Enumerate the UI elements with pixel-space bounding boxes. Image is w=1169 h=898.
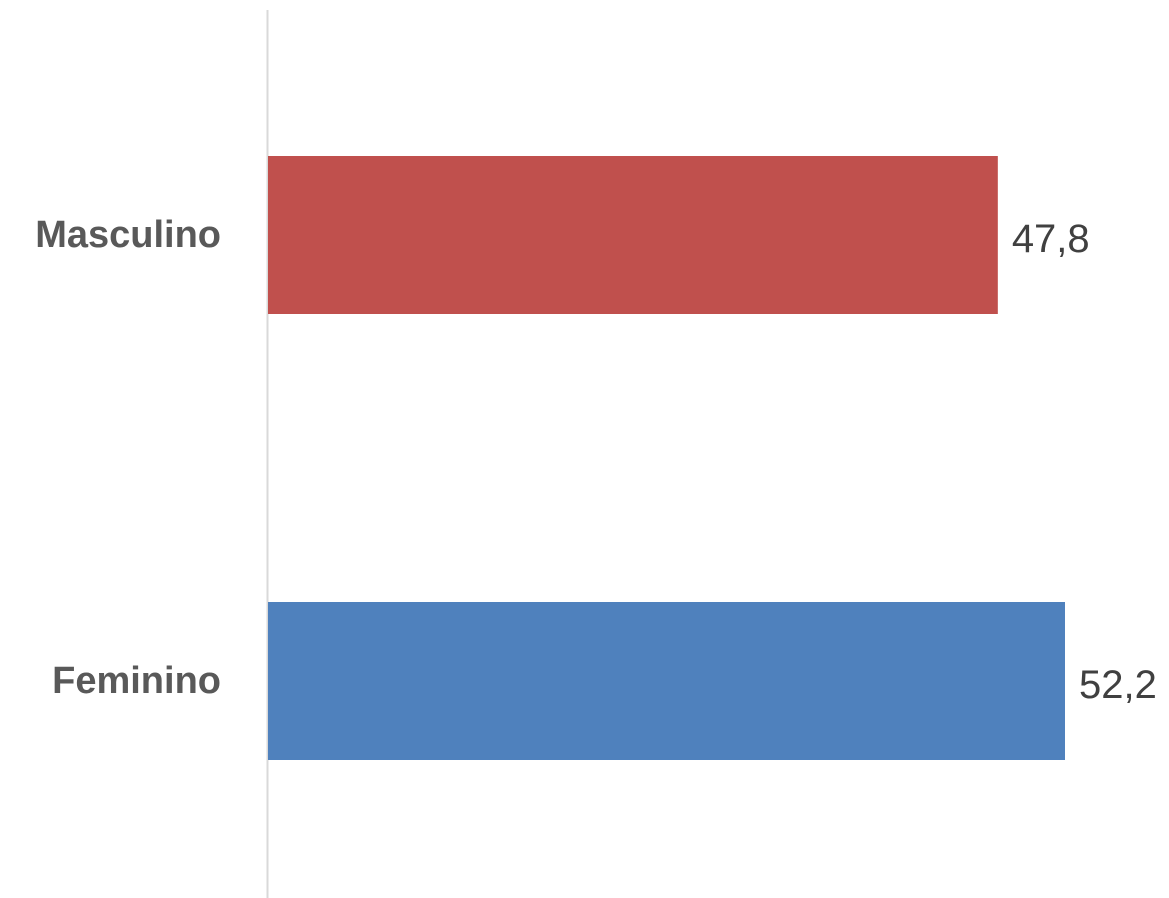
- data-label-feminino: 52,2: [1079, 663, 1157, 707]
- category-label-masculino: Masculino: [35, 214, 221, 256]
- bar-masculino: [268, 156, 998, 314]
- category-label-feminino: Feminino: [52, 660, 221, 702]
- bar-feminino: [268, 602, 1065, 760]
- data-label-masculino: 47,8: [1012, 217, 1090, 261]
